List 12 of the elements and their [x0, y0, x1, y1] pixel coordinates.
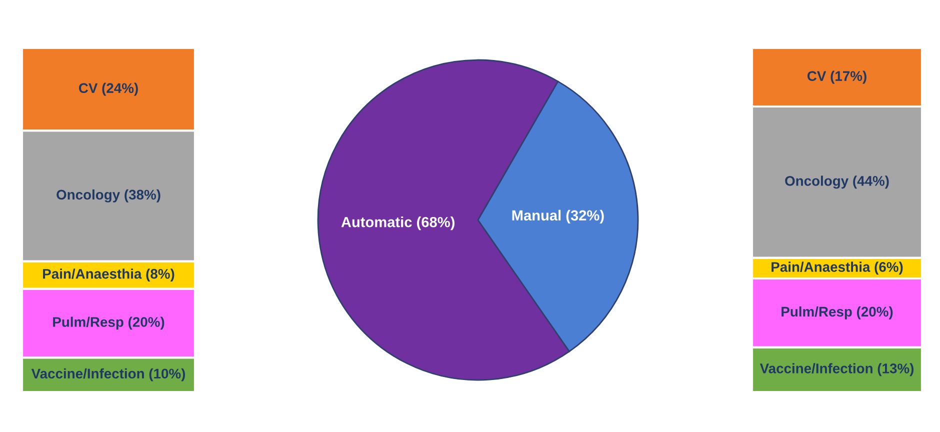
data-label: Oncology (38%) — [56, 189, 160, 202]
slice-label: Manual (32%) — [512, 210, 604, 224]
data-label: Pulm/Resp (20%) — [782, 306, 893, 320]
data-label: Pulm/Resp (20%) — [53, 316, 164, 330]
slice-label: Automatic (68%) — [341, 216, 454, 230]
data-label: Pain/Anaesthia (8%) — [43, 268, 174, 282]
data-label: CV (17%) — [807, 70, 866, 84]
data-label: Pain/Anaesthia (6%) — [772, 262, 903, 275]
data-label: Vaccine/Infection (10%) — [31, 368, 185, 382]
data-label: CV (24%) — [78, 82, 138, 96]
data-label: Vaccine/Infection (13%) — [760, 363, 914, 376]
data-label: Oncology (44%) — [785, 176, 889, 189]
